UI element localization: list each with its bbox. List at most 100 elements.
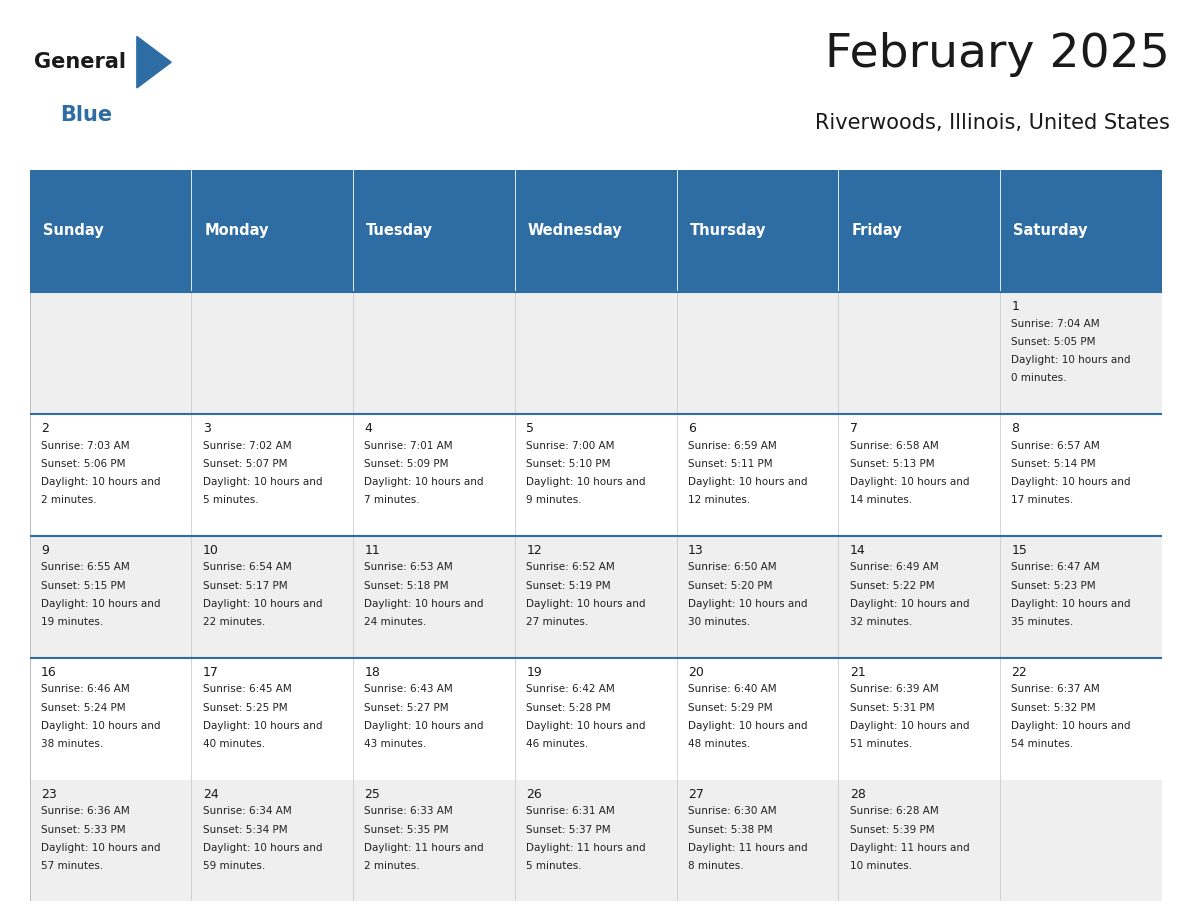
Text: Sunset: 5:15 PM: Sunset: 5:15 PM — [42, 581, 126, 591]
Text: Sunrise: 6:28 AM: Sunrise: 6:28 AM — [849, 806, 939, 816]
Text: 10 minutes.: 10 minutes. — [849, 861, 912, 871]
Text: Daylight: 10 hours and: Daylight: 10 hours and — [849, 477, 969, 487]
Text: 9 minutes.: 9 minutes. — [526, 496, 582, 506]
Text: 27: 27 — [688, 788, 703, 801]
Bar — [191, 779, 353, 901]
Text: Daylight: 10 hours and: Daylight: 10 hours and — [203, 721, 322, 731]
Text: Sunday: Sunday — [43, 223, 103, 239]
Text: 10: 10 — [203, 544, 219, 557]
Text: Sunset: 5:06 PM: Sunset: 5:06 PM — [42, 459, 126, 469]
Text: 16: 16 — [42, 666, 57, 679]
Text: 2 minutes.: 2 minutes. — [365, 861, 421, 871]
Text: Sunrise: 6:47 AM: Sunrise: 6:47 AM — [1011, 563, 1100, 573]
Text: 46 minutes.: 46 minutes. — [526, 739, 588, 749]
Text: Sunrise: 6:53 AM: Sunrise: 6:53 AM — [365, 563, 454, 573]
Text: 59 minutes.: 59 minutes. — [203, 861, 265, 871]
Bar — [1000, 292, 1162, 414]
Text: Daylight: 10 hours and: Daylight: 10 hours and — [1011, 355, 1131, 365]
Bar — [514, 536, 677, 657]
Text: Thursday: Thursday — [689, 223, 766, 239]
Text: Sunrise: 7:04 AM: Sunrise: 7:04 AM — [1011, 319, 1100, 329]
Text: 35 minutes.: 35 minutes. — [1011, 617, 1074, 627]
Bar — [514, 170, 677, 292]
Text: 20: 20 — [688, 666, 703, 679]
Bar — [30, 779, 191, 901]
Text: Sunrise: 6:37 AM: Sunrise: 6:37 AM — [1011, 685, 1100, 694]
Text: Daylight: 11 hours and: Daylight: 11 hours and — [688, 843, 808, 853]
Bar — [839, 536, 1000, 657]
Bar — [839, 292, 1000, 414]
Text: Sunset: 5:09 PM: Sunset: 5:09 PM — [365, 459, 449, 469]
Text: Daylight: 10 hours and: Daylight: 10 hours and — [203, 477, 322, 487]
Text: 6: 6 — [688, 422, 696, 435]
Text: Sunset: 5:34 PM: Sunset: 5:34 PM — [203, 824, 287, 834]
Text: Sunset: 5:19 PM: Sunset: 5:19 PM — [526, 581, 611, 591]
Text: Daylight: 10 hours and: Daylight: 10 hours and — [526, 599, 646, 609]
Bar — [353, 414, 514, 535]
Text: Sunset: 5:38 PM: Sunset: 5:38 PM — [688, 824, 772, 834]
Bar — [677, 170, 839, 292]
Text: Sunrise: 6:59 AM: Sunrise: 6:59 AM — [688, 441, 777, 451]
Text: 21: 21 — [849, 666, 866, 679]
Text: Sunrise: 6:42 AM: Sunrise: 6:42 AM — [526, 685, 615, 694]
Bar — [30, 657, 191, 779]
Text: February 2025: February 2025 — [826, 32, 1170, 77]
Text: 4: 4 — [365, 422, 372, 435]
Text: Daylight: 10 hours and: Daylight: 10 hours and — [526, 721, 646, 731]
Bar — [30, 292, 191, 414]
Text: Friday: Friday — [852, 223, 902, 239]
Text: 7: 7 — [849, 422, 858, 435]
Text: 12: 12 — [526, 544, 542, 557]
Text: Daylight: 10 hours and: Daylight: 10 hours and — [526, 477, 646, 487]
Bar — [514, 414, 677, 535]
Text: 14: 14 — [849, 544, 866, 557]
Text: Sunrise: 7:00 AM: Sunrise: 7:00 AM — [526, 441, 614, 451]
Bar — [677, 414, 839, 535]
Text: 0 minutes.: 0 minutes. — [1011, 374, 1067, 384]
Bar — [353, 657, 514, 779]
Bar — [514, 292, 677, 414]
Text: Daylight: 10 hours and: Daylight: 10 hours and — [365, 599, 484, 609]
Bar — [677, 657, 839, 779]
Text: Sunset: 5:22 PM: Sunset: 5:22 PM — [849, 581, 934, 591]
Text: Daylight: 10 hours and: Daylight: 10 hours and — [688, 721, 808, 731]
Text: Sunrise: 6:57 AM: Sunrise: 6:57 AM — [1011, 441, 1100, 451]
Text: Daylight: 10 hours and: Daylight: 10 hours and — [1011, 477, 1131, 487]
Text: Sunrise: 6:54 AM: Sunrise: 6:54 AM — [203, 563, 291, 573]
Bar — [1000, 414, 1162, 535]
Text: Sunset: 5:37 PM: Sunset: 5:37 PM — [526, 824, 611, 834]
Text: Sunset: 5:31 PM: Sunset: 5:31 PM — [849, 702, 934, 712]
Text: 27 minutes.: 27 minutes. — [526, 617, 588, 627]
Text: 5 minutes.: 5 minutes. — [203, 496, 258, 506]
Bar — [1000, 657, 1162, 779]
Bar — [353, 779, 514, 901]
Text: 25: 25 — [365, 788, 380, 801]
Bar — [191, 657, 353, 779]
Text: Sunset: 5:18 PM: Sunset: 5:18 PM — [365, 581, 449, 591]
Text: Sunrise: 6:58 AM: Sunrise: 6:58 AM — [849, 441, 939, 451]
Bar — [1000, 536, 1162, 657]
Text: 40 minutes.: 40 minutes. — [203, 739, 265, 749]
Text: 24 minutes.: 24 minutes. — [365, 617, 426, 627]
Text: 8: 8 — [1011, 422, 1019, 435]
Text: Daylight: 10 hours and: Daylight: 10 hours and — [688, 477, 808, 487]
Text: Riverwoods, Illinois, United States: Riverwoods, Illinois, United States — [815, 113, 1170, 133]
Text: Daylight: 10 hours and: Daylight: 10 hours and — [1011, 599, 1131, 609]
Text: Sunset: 5:27 PM: Sunset: 5:27 PM — [365, 702, 449, 712]
Text: Sunrise: 6:36 AM: Sunrise: 6:36 AM — [42, 806, 129, 816]
Text: Daylight: 10 hours and: Daylight: 10 hours and — [688, 599, 808, 609]
Text: General: General — [33, 52, 126, 73]
Text: Daylight: 11 hours and: Daylight: 11 hours and — [526, 843, 646, 853]
Text: 14 minutes.: 14 minutes. — [849, 496, 912, 506]
Text: 8 minutes.: 8 minutes. — [688, 861, 744, 871]
Text: 1: 1 — [1011, 300, 1019, 313]
Text: Sunrise: 6:50 AM: Sunrise: 6:50 AM — [688, 563, 777, 573]
Text: Sunset: 5:20 PM: Sunset: 5:20 PM — [688, 581, 772, 591]
Text: Tuesday: Tuesday — [366, 223, 434, 239]
Bar — [353, 536, 514, 657]
Text: 13: 13 — [688, 544, 703, 557]
Text: Sunset: 5:35 PM: Sunset: 5:35 PM — [365, 824, 449, 834]
Text: Sunset: 5:24 PM: Sunset: 5:24 PM — [42, 702, 126, 712]
Text: 23: 23 — [42, 788, 57, 801]
Bar — [1000, 170, 1162, 292]
